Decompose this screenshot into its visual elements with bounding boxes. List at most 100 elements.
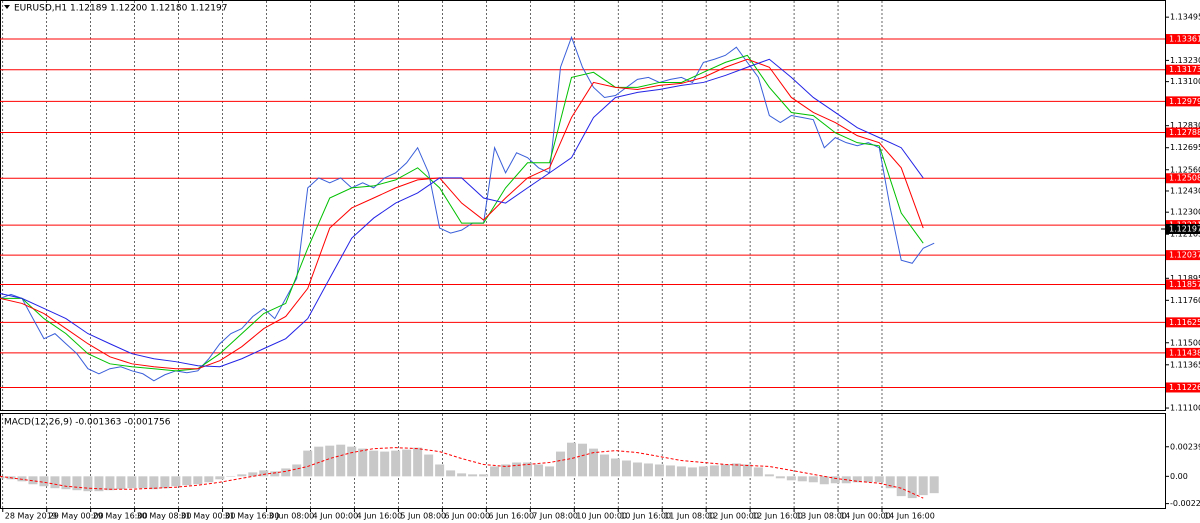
macd-bar	[512, 462, 522, 477]
macd-bar	[94, 476, 104, 492]
level-label: 1.12788	[1169, 128, 1200, 137]
level-label: 1.11226	[1169, 383, 1200, 392]
macd-bar	[226, 476, 236, 477]
macd-bar	[610, 458, 620, 477]
macd-bar	[138, 476, 148, 489]
macd-bar	[314, 446, 324, 477]
level-label-box	[1166, 250, 1200, 261]
x-tick-label: 31 May 16:00	[225, 512, 280, 521]
macd-bar	[50, 476, 60, 489]
level-label: 1.12979	[1169, 97, 1200, 106]
macd-bar	[347, 446, 357, 477]
symbol-menu-icon[interactable]	[4, 5, 10, 9]
macd-bar	[28, 476, 38, 485]
y-tick-label: 1.11365	[1170, 360, 1200, 369]
y-tick-label: 1.12560	[1170, 165, 1200, 174]
macd-bar	[709, 465, 719, 477]
level-label: 1.11857	[1169, 280, 1200, 289]
y-tick-label: 1.11100	[1170, 404, 1200, 413]
x-tick-label: 7 Jun 08:00	[532, 512, 578, 521]
macd-bar	[325, 445, 335, 477]
macd-bar	[0, 476, 5, 479]
moving-average	[0, 58, 924, 368]
macd-bar	[632, 462, 642, 477]
y-tick-label: 1.11760	[1170, 296, 1200, 305]
x-tick-label: 4 Jun 16:00	[356, 512, 402, 521]
level-label: 1.13361	[1169, 35, 1200, 44]
x-tick-label: 10 Jun 00:00	[576, 512, 627, 521]
x-tick-label: 11 Jun 08:00	[664, 512, 715, 521]
macd-bar	[435, 464, 445, 477]
x-tick-label: 14 Jun 00:00	[840, 512, 891, 521]
y-tick-label: 1.12430	[1170, 186, 1200, 195]
macd-bar	[215, 476, 225, 480]
macd-bar	[599, 454, 609, 477]
y-tick-label: 0.00239	[1170, 442, 1200, 451]
macd-bar	[720, 464, 730, 477]
level-label-box	[1166, 347, 1200, 358]
macd-bar	[303, 450, 313, 477]
x-tick-label: 30 May 08:00	[137, 512, 192, 521]
x-tick-label: 3 Jun 08:00	[269, 512, 315, 521]
x-tick-label: 5 Jun 08:00	[400, 512, 446, 521]
macd-bar	[358, 448, 368, 477]
macd-bar	[204, 476, 214, 483]
macd-bar	[336, 444, 346, 477]
x-tick-label: 12 Jun 16:00	[752, 512, 803, 521]
macd-bar	[742, 464, 752, 477]
level-label: 1.13173	[1169, 65, 1200, 74]
macd-bar	[413, 447, 423, 477]
macd-bar	[567, 442, 577, 477]
y-tick-label: -0.002205	[1170, 499, 1200, 508]
macd-bar	[237, 474, 247, 477]
macd-bar	[479, 474, 489, 477]
x-tick-label: 6 Jun 16:00	[488, 512, 534, 521]
macd-bar	[545, 466, 555, 477]
macd-bar	[523, 462, 533, 477]
price-pane	[0, 0, 1166, 411]
macd-bar	[490, 466, 500, 477]
macd-bar	[402, 449, 412, 477]
macd-bar	[116, 476, 126, 490]
moving-average	[0, 58, 924, 370]
macd-title: MACD(12,26,9) -0.001363 -0.001756	[4, 418, 171, 428]
macd-bar	[896, 476, 906, 497]
x-tick-label: 31 May 00:00	[181, 512, 236, 521]
current-price-box	[1166, 224, 1200, 235]
level-label-box	[1166, 96, 1200, 107]
macd-bar	[698, 466, 708, 477]
macd-bar	[127, 476, 137, 489]
level-label-box	[1166, 317, 1200, 328]
macd-bar	[621, 460, 631, 477]
macd-bar	[852, 476, 862, 483]
x-tick-label: 12 Jun 00:00	[708, 512, 759, 521]
x-tick-label: 10 Jun 16:00	[620, 512, 671, 521]
macd-bar	[885, 476, 895, 489]
macd-bar	[391, 450, 401, 477]
y-tick-label: 1.12165	[1170, 230, 1200, 239]
macd-bar	[731, 463, 741, 477]
macd-bar	[775, 476, 785, 479]
level-label-box	[1166, 173, 1200, 184]
macd-bar	[446, 470, 456, 477]
macd-bar	[424, 454, 434, 477]
y-tick-label: 0.00	[1170, 472, 1188, 481]
macd-bar	[259, 470, 269, 477]
macd-bar	[588, 448, 598, 477]
macd-bar	[929, 476, 939, 494]
macd-bar	[72, 476, 82, 491]
macd-bar	[369, 450, 379, 477]
macd-bar	[578, 443, 587, 477]
macd-bar	[665, 465, 675, 477]
level-label-box	[1166, 64, 1200, 75]
macd-bar	[281, 468, 291, 477]
macd-bar	[292, 464, 302, 477]
y-tick-label: 1.12830	[1170, 121, 1200, 130]
y-tick-label: 1.13100	[1170, 77, 1200, 86]
chart-header: EURUSD,H1 1.12189 1.12200 1.12180 1.1219…	[14, 4, 227, 14]
macd-bar	[819, 476, 829, 485]
level-label-box	[1166, 382, 1200, 393]
macd-pane	[0, 413, 1166, 509]
